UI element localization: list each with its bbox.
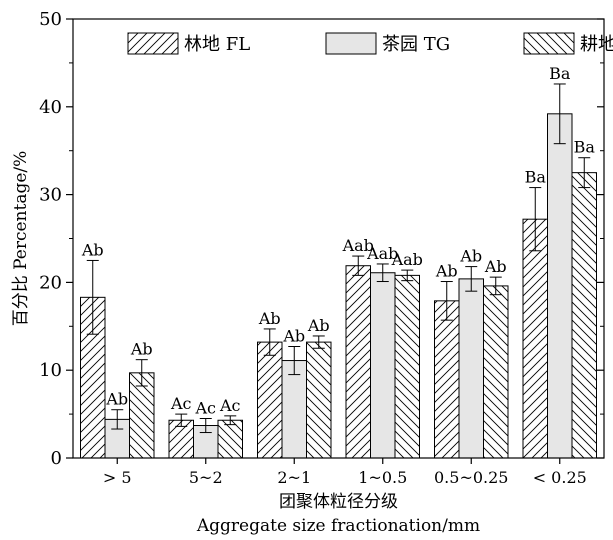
x-axis-label-chinese: 团聚体粒径分级 bbox=[279, 492, 398, 512]
x-tick-label: > 5 bbox=[103, 468, 132, 487]
legend-label: 林地 FL bbox=[184, 34, 250, 55]
legend-label: 茶园 TG bbox=[382, 34, 450, 55]
error-bar bbox=[578, 157, 591, 189]
significance-label: Aab bbox=[342, 236, 374, 255]
error-bar bbox=[553, 83, 566, 145]
error-bar bbox=[135, 359, 148, 387]
bar bbox=[458, 278, 484, 459]
y-tick-label: 10 bbox=[39, 360, 62, 381]
bar bbox=[434, 300, 460, 459]
significance-label: Ba bbox=[574, 138, 596, 157]
significance-label: Aab bbox=[366, 244, 398, 263]
error-bar bbox=[352, 255, 365, 276]
error-bar bbox=[199, 417, 212, 434]
significance-label: Ab bbox=[459, 247, 482, 266]
bar bbox=[306, 341, 332, 459]
bar bbox=[547, 113, 573, 459]
bar bbox=[483, 285, 509, 459]
error-bar bbox=[489, 276, 502, 296]
y-tick-label: 30 bbox=[39, 185, 62, 206]
x-axis-label-english: Aggregate size fractionation/mm bbox=[196, 516, 480, 536]
error-bar bbox=[288, 345, 301, 376]
significance-label: Ac bbox=[194, 398, 216, 417]
significance-label: Ab bbox=[130, 340, 153, 359]
y-tick-label: 0 bbox=[51, 448, 62, 469]
bar bbox=[522, 218, 548, 459]
error-bars-layer bbox=[86, 83, 591, 434]
significance-label: Ab bbox=[435, 262, 458, 281]
bar bbox=[370, 272, 396, 459]
significance-label: Ab bbox=[105, 390, 128, 409]
legend-label: 耕地 CL bbox=[580, 34, 613, 55]
bar bbox=[571, 172, 597, 459]
error-bar bbox=[224, 415, 237, 426]
bar bbox=[345, 265, 371, 459]
significance-label: Ab bbox=[484, 257, 507, 276]
error-bar bbox=[401, 269, 414, 282]
y-axis-ticks: 0 10 20 30 40 50 bbox=[39, 9, 604, 469]
y-axis-label: 百分比 Percentage/% bbox=[11, 151, 31, 327]
error-bar bbox=[376, 263, 389, 283]
error-bar bbox=[312, 335, 325, 349]
legend: 林地 FL 茶园 TG 耕地 CL bbox=[127, 32, 613, 55]
bar bbox=[257, 341, 283, 459]
legend-swatch bbox=[325, 32, 377, 55]
y-tick-label: 50 bbox=[39, 9, 62, 30]
y-tick-label: 20 bbox=[39, 272, 62, 293]
legend-swatch bbox=[127, 32, 179, 55]
bars-layer bbox=[80, 113, 597, 459]
error-bar bbox=[263, 328, 276, 356]
x-tick-label: 2~1 bbox=[277, 468, 311, 487]
legend-swatch bbox=[523, 32, 575, 55]
significance-label: Ba bbox=[549, 64, 571, 83]
bar bbox=[394, 274, 420, 459]
significance-label: Ac bbox=[170, 394, 192, 413]
significance-label: Ba bbox=[525, 168, 547, 187]
significance-label: Ab bbox=[307, 316, 330, 335]
x-tick-label: 1~0.5 bbox=[358, 468, 407, 487]
error-bar bbox=[465, 266, 478, 292]
error-bar bbox=[86, 259, 99, 335]
significance-label: Ab bbox=[282, 326, 305, 345]
significance-label: Aab bbox=[391, 250, 423, 269]
error-bar bbox=[111, 409, 124, 430]
significance-label: Ac bbox=[219, 396, 241, 415]
bar bbox=[217, 419, 243, 459]
error-bar bbox=[175, 413, 188, 427]
significance-label: Ab bbox=[258, 309, 281, 328]
y-tick-label: 40 bbox=[39, 97, 62, 118]
x-axis-ticks: > 5 5~2 2~1 1~0.5 0.5~0.25 < 0.25 bbox=[103, 458, 587, 487]
error-bar bbox=[440, 281, 453, 321]
error-bar bbox=[529, 187, 542, 252]
x-tick-label: < 0.25 bbox=[533, 468, 587, 487]
significance-label: Ab bbox=[81, 240, 104, 259]
x-tick-label: 5~2 bbox=[189, 468, 223, 487]
x-tick-label: 0.5~0.25 bbox=[434, 468, 508, 487]
bar bbox=[281, 360, 307, 459]
